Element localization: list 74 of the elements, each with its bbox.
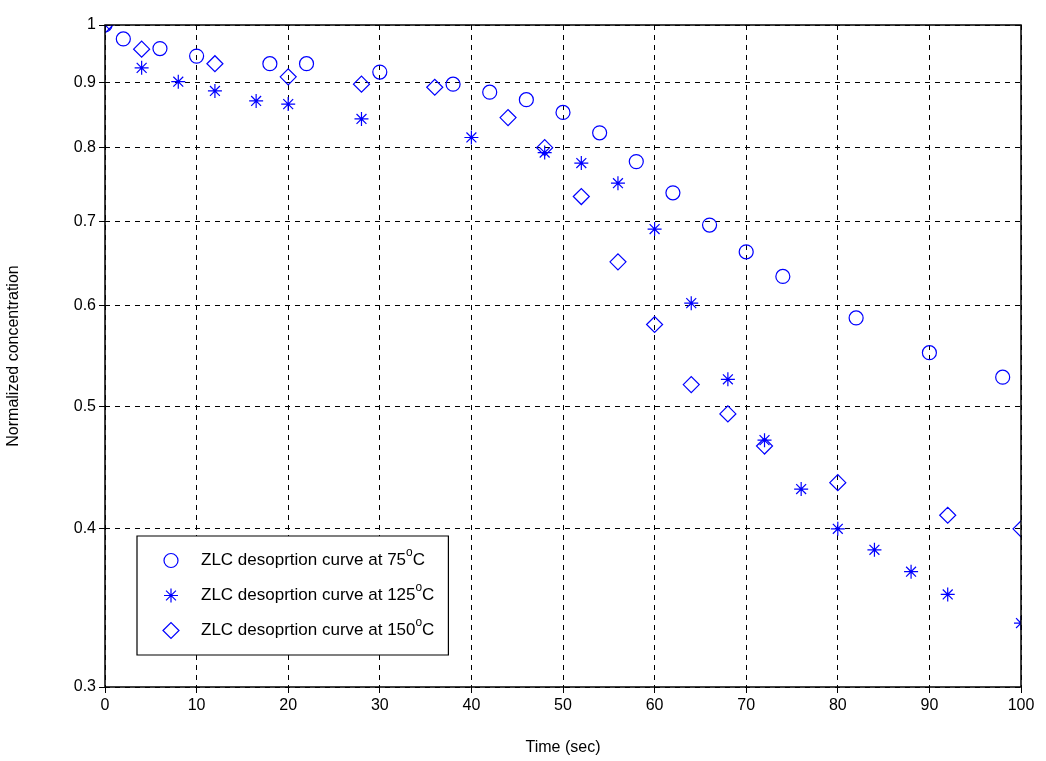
x-tick-label: 50 [554, 696, 572, 714]
point [536, 139, 554, 157]
point [352, 75, 371, 93]
point [793, 481, 809, 497]
y-tick-label: 0.3 [73, 677, 97, 695]
point [463, 129, 479, 146]
point [573, 155, 589, 171]
x-tick-label: 100 [1007, 696, 1035, 714]
point [921, 345, 937, 361]
x-tick-label: 0 [100, 696, 110, 714]
x-tick-label: 60 [645, 696, 664, 714]
y-tick-label: 0.8 [73, 138, 97, 156]
x-axis-title: Time (sec) [525, 737, 601, 755]
point [353, 111, 370, 127]
point [280, 96, 296, 112]
point [848, 310, 864, 326]
point [133, 40, 151, 58]
point [592, 125, 608, 141]
point [665, 185, 681, 201]
point [262, 56, 278, 72]
point [537, 144, 553, 161]
point [170, 74, 186, 90]
point [555, 104, 571, 121]
point [115, 31, 131, 47]
point [646, 315, 664, 334]
point [830, 521, 846, 537]
point [995, 369, 1011, 385]
y-tick-label: 0.4 [73, 519, 97, 537]
y-tick-label: 0.7 [73, 211, 97, 229]
point [152, 40, 168, 57]
point [903, 564, 919, 580]
x-tick-label: 90 [920, 696, 939, 714]
x-tick-label: 70 [737, 696, 756, 714]
point [372, 64, 388, 80]
point [499, 109, 517, 127]
y-tick-label: 0.6 [73, 296, 97, 314]
point [426, 78, 444, 96]
point [518, 92, 534, 108]
point [572, 187, 590, 206]
point [298, 56, 315, 72]
point [445, 76, 461, 92]
point [610, 175, 626, 191]
point [482, 84, 498, 100]
point [683, 295, 699, 311]
x-tick-label: 30 [370, 696, 389, 714]
point [647, 221, 663, 237]
point [756, 432, 773, 448]
point [755, 437, 774, 455]
y-tick-label: 0.5 [73, 396, 97, 414]
point [207, 83, 223, 99]
x-tick-label: 40 [462, 696, 481, 714]
point [829, 474, 847, 492]
point [775, 268, 791, 285]
y-tick-label: 0.9 [73, 73, 97, 91]
x-tick-label: 10 [187, 696, 206, 714]
point [189, 48, 205, 64]
point [720, 371, 736, 387]
x-tick-label: 80 [828, 696, 847, 714]
point [719, 405, 737, 423]
point [939, 506, 957, 524]
y-axis-title: Normalized concentration [4, 265, 22, 447]
point [682, 375, 700, 394]
point [609, 253, 627, 271]
y-tick-label: 1 [87, 15, 97, 33]
point [866, 542, 883, 558]
point [701, 217, 718, 233]
x-tick-label: 20 [279, 696, 298, 714]
point [248, 93, 264, 109]
point [206, 55, 224, 73]
point [134, 60, 150, 76]
point [738, 244, 754, 260]
point [628, 154, 644, 170]
point [940, 586, 956, 603]
point [279, 68, 297, 86]
